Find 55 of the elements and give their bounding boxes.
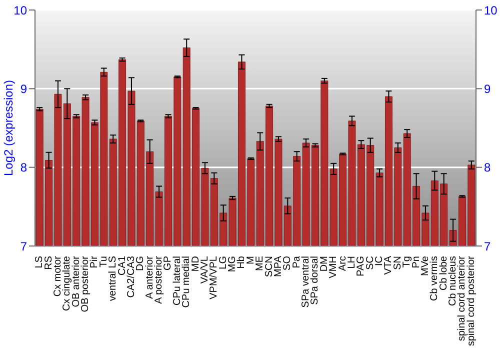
x-tick-label: VPM/VPL (208, 256, 220, 300)
x-tick-label: MPA (272, 256, 284, 277)
x-tick-label: ME (254, 256, 266, 271)
x-tick-label: Tg (402, 256, 413, 268)
x-tick-label: OB posterior (80, 255, 92, 312)
x-tick-label: SCN (264, 256, 275, 278)
x-tick-label: MD (190, 256, 202, 272)
x-tick-label: Hb (236, 256, 248, 269)
x-tick-label: CPu medial (181, 256, 192, 308)
y2-tick-label: 8 (484, 160, 491, 175)
x-tick-label: Cx motor (52, 255, 64, 297)
x-tick-label: A posterior (154, 255, 165, 304)
x-tick-label: IC (374, 256, 386, 266)
x-tick-label: Cb nucleus (448, 256, 459, 306)
x-tick-label: VTA (383, 256, 394, 275)
x-tick-label: OB anterior (70, 255, 82, 308)
x-tick-label: CA1 (116, 256, 128, 276)
x-tick-label: LH (346, 256, 358, 269)
x-tick-label: spinal cord posterior (466, 255, 477, 346)
x-tick-label: Pir (89, 255, 100, 268)
x-tick-label: MVe (420, 256, 431, 276)
x-tick-label: RS (43, 256, 54, 270)
x-tick-label: VA/VL (199, 256, 210, 284)
x-tick-label: Cb vermis (429, 256, 440, 302)
y2-tick-label: 9 (484, 82, 491, 96)
y-tick-label: 9 (20, 82, 28, 96)
x-tick-label: Cx cingulate (62, 256, 73, 312)
y-tick-label: 7 (20, 239, 28, 254)
x-tick-label: LS (34, 256, 46, 268)
x-tick-label: GP (162, 256, 174, 270)
y2-tick-label: 7 (484, 239, 491, 254)
x-tick-label: DG (135, 256, 146, 271)
y-tick-label: 10 (14, 3, 28, 18)
x-tick-label: SN (392, 256, 404, 270)
x-tick-label: ventral LS (108, 256, 119, 302)
x-tick-label: M (245, 256, 256, 264)
x-tick-label: A anterior (144, 255, 156, 299)
x-tick-label: spinal cord anterior (456, 255, 468, 342)
x-tick-label: LG (218, 256, 229, 270)
x-tick-label: CA2/CA3 (126, 256, 137, 298)
y2-tick-label: 10 (484, 3, 498, 18)
x-tick-label: Pn (410, 256, 422, 268)
x-tick-label: Cb lobe (438, 256, 450, 290)
x-tick-label: Pa (291, 256, 302, 268)
x-tick-label: SO (282, 256, 294, 270)
x-tick-label: VMH (328, 256, 340, 278)
x-tick-label: Tu (98, 256, 110, 268)
x-tick-label: PAG (356, 256, 367, 276)
y-tick-label: 8 (20, 160, 28, 175)
x-tick-label: SC (364, 256, 376, 270)
y-axis-title: Log2 (expression) (1, 80, 16, 176)
x-tick-label: DM (318, 256, 330, 272)
x-tick-label: CPu lateral (172, 256, 183, 306)
x-tick-label: SPa dorsal (310, 256, 321, 305)
x-tick-label: Arc (337, 256, 348, 271)
